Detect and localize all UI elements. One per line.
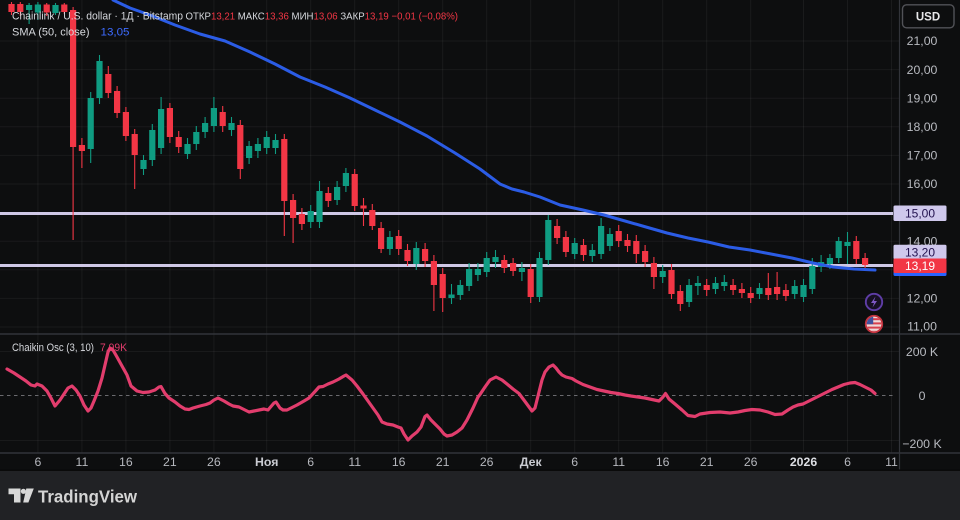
svg-text:6: 6 [844, 455, 851, 469]
svg-text:18,00: 18,00 [907, 120, 938, 134]
svg-text:Chainlink / U.S. dollar · 1Д ·: Chainlink / U.S. dollar · 1Д · Bitstamp [12, 11, 183, 23]
svg-text:13,05: 13,05 [101, 26, 130, 38]
svg-text:6: 6 [571, 455, 578, 469]
svg-text:ОТКР13,21 МАКС13,36 МИН13,06 З: ОТКР13,21 МАКС13,36 МИН13,06 ЗАКР13,19 −… [186, 12, 458, 23]
svg-text:16: 16 [119, 455, 133, 469]
svg-text:16: 16 [392, 455, 406, 469]
svg-text:21: 21 [163, 455, 177, 469]
svg-text:11,00: 11,00 [907, 320, 937, 334]
svg-text:11: 11 [348, 455, 361, 469]
svg-text:26: 26 [207, 455, 221, 469]
svg-text:11: 11 [885, 455, 898, 469]
svg-text:TradingView: TradingView [38, 487, 137, 507]
svg-text:11: 11 [76, 455, 89, 469]
svg-text:13,19: 13,19 [905, 259, 935, 273]
svg-text:Chaikin Osc (3, 10): Chaikin Osc (3, 10) [12, 342, 94, 354]
svg-text:Дек: Дек [520, 455, 543, 469]
svg-text:21: 21 [436, 455, 450, 469]
svg-text:15,00: 15,00 [905, 207, 935, 221]
svg-text:21: 21 [700, 455, 714, 469]
svg-text:20,00: 20,00 [907, 63, 938, 77]
svg-text:7,99K: 7,99K [100, 342, 128, 354]
svg-text:2026: 2026 [790, 455, 818, 469]
svg-text:Ноя: Ноя [255, 455, 278, 469]
svg-text:SMA (50, close): SMA (50, close) [12, 26, 90, 38]
svg-text:21,00: 21,00 [907, 34, 938, 48]
svg-text:12,00: 12,00 [907, 292, 938, 306]
svg-text:11: 11 [612, 455, 625, 469]
svg-text:USD: USD [916, 12, 940, 24]
svg-text:−200 K: −200 K [902, 437, 942, 451]
svg-text:6: 6 [307, 455, 314, 469]
svg-text:26: 26 [744, 455, 758, 469]
svg-text:200 K: 200 K [906, 345, 939, 359]
svg-text:26: 26 [480, 455, 494, 469]
svg-text:0: 0 [919, 389, 926, 403]
svg-text:19,00: 19,00 [907, 91, 938, 105]
svg-text:16: 16 [656, 455, 670, 469]
svg-text:13,20: 13,20 [905, 245, 935, 259]
svg-text:17,00: 17,00 [907, 149, 938, 163]
svg-text:6: 6 [34, 455, 41, 469]
svg-text:16,00: 16,00 [907, 177, 938, 191]
